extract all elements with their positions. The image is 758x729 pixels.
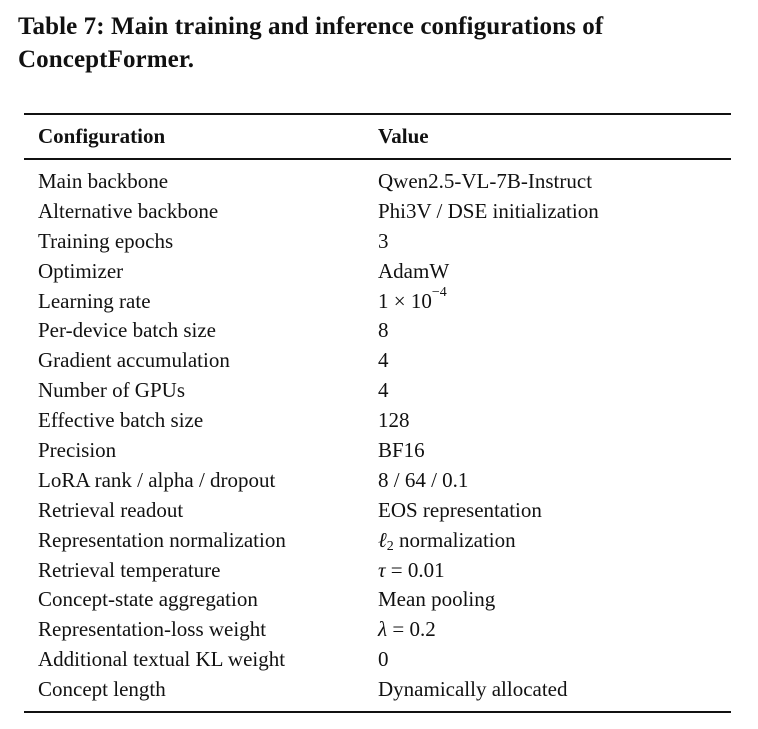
config-value: BF16 <box>378 437 425 462</box>
value-symbol: ℓ <box>378 527 387 552</box>
table-row: Learning rate 1 × 10−4 <box>24 285 731 316</box>
config-name: Number of GPUs <box>38 378 185 403</box>
config-value: 4 <box>378 378 389 403</box>
config-value: AdamW <box>378 258 450 283</box>
config-name: Alternative backbone <box>38 198 219 223</box>
table-row: Retrieval temperature τ = 0.01 <box>24 555 731 585</box>
config-value: 0 <box>378 647 389 672</box>
value-symbol: λ <box>378 617 388 642</box>
config-value: EOS representation <box>378 497 542 522</box>
table-row: Representation normalization ℓ2 normaliz… <box>24 525 731 555</box>
config-name: Precision <box>38 437 117 462</box>
header-value: Value <box>378 124 429 148</box>
table-row: Additional textual KL weight 0 <box>24 645 731 675</box>
config-value: λ = 0.2 <box>378 617 731 642</box>
table-row: Effective batch size 128 <box>24 406 731 436</box>
config-name: Training epochs <box>38 228 174 253</box>
table-row: Concept length Dynamically allocated <box>24 675 731 705</box>
table-row: Gradient accumulation 4 <box>24 346 731 376</box>
config-value: Dynamically allocated <box>378 677 568 702</box>
table-header-rule <box>24 158 731 160</box>
table-row: Training epochs 3 <box>24 226 731 256</box>
table-row: Per-device batch size 8 <box>24 316 731 346</box>
config-name: Effective batch size <box>38 408 204 433</box>
table-header-row: Configuration Value <box>24 115 731 158</box>
config-name: Optimizer <box>38 258 124 283</box>
value-base: 1 × 10 <box>378 288 432 313</box>
config-name: Main backbone <box>38 168 169 193</box>
table-row: Retrieval readout EOS representation <box>24 495 731 525</box>
header-configuration: Configuration <box>38 124 166 148</box>
value-rest: = 0.01 <box>385 557 445 582</box>
config-value: 4 <box>378 348 389 373</box>
config-value: τ = 0.01 <box>378 558 731 583</box>
table-body: Main backbone Qwen2.5-VL-7B-Instruct Alt… <box>24 160 731 711</box>
config-value: ℓ2 normalization <box>378 527 731 554</box>
config-name: Per-device batch size <box>38 318 216 343</box>
config-name: Gradient accumulation <box>38 348 230 373</box>
table-row: Optimizer AdamW <box>24 256 731 286</box>
table-row: Representation-loss weight λ = 0.2 <box>24 615 731 645</box>
config-value: Phi3V / DSE initialization <box>378 198 599 223</box>
value-exponent: −4 <box>431 284 447 300</box>
config-name: Representation-loss weight <box>38 617 267 642</box>
config-value: 3 <box>378 228 389 253</box>
value-subscript: 2 <box>386 538 394 554</box>
value-rest: = 0.2 <box>387 617 436 642</box>
table-bottom-rule <box>24 710 731 713</box>
config-name: Retrieval readout <box>38 497 184 522</box>
config-name: Learning rate <box>38 288 151 313</box>
config-name: Additional textual KL weight <box>38 647 286 672</box>
config-value: 8 / 64 / 0.1 <box>378 467 469 492</box>
table-row: Number of GPUs 4 <box>24 376 731 406</box>
config-table: Configuration Value Main backbone Qwen2.… <box>24 113 731 713</box>
config-name: Retrieval temperature <box>38 557 221 582</box>
table-top-rule <box>24 113 731 115</box>
config-name: Concept length <box>38 677 166 702</box>
config-name: Concept-state aggregation <box>38 587 258 612</box>
config-value: Mean pooling <box>378 587 496 612</box>
config-value: 8 <box>378 318 389 343</box>
table-row: LoRA rank / alpha / dropout 8 / 64 / 0.1 <box>24 465 731 495</box>
table-row: Alternative backbone Phi3V / DSE initial… <box>24 196 731 226</box>
config-name: Representation normalization <box>38 527 286 552</box>
table-row: Concept-state aggregation Mean pooling <box>24 585 731 615</box>
value-rest: normalization <box>393 527 516 552</box>
config-value: 128 <box>378 408 410 433</box>
config-value: Qwen2.5-VL-7B-Instruct <box>378 168 593 193</box>
config-value: 1 × 10−4 <box>378 285 731 314</box>
value-symbol: τ <box>378 557 386 582</box>
config-name: LoRA rank / alpha / dropout <box>38 467 276 492</box>
table-caption: Table 7: Main training and inference con… <box>18 13 604 73</box>
table-row: Precision BF16 <box>24 436 731 466</box>
table-row: Main backbone Qwen2.5-VL-7B-Instruct <box>24 167 731 197</box>
